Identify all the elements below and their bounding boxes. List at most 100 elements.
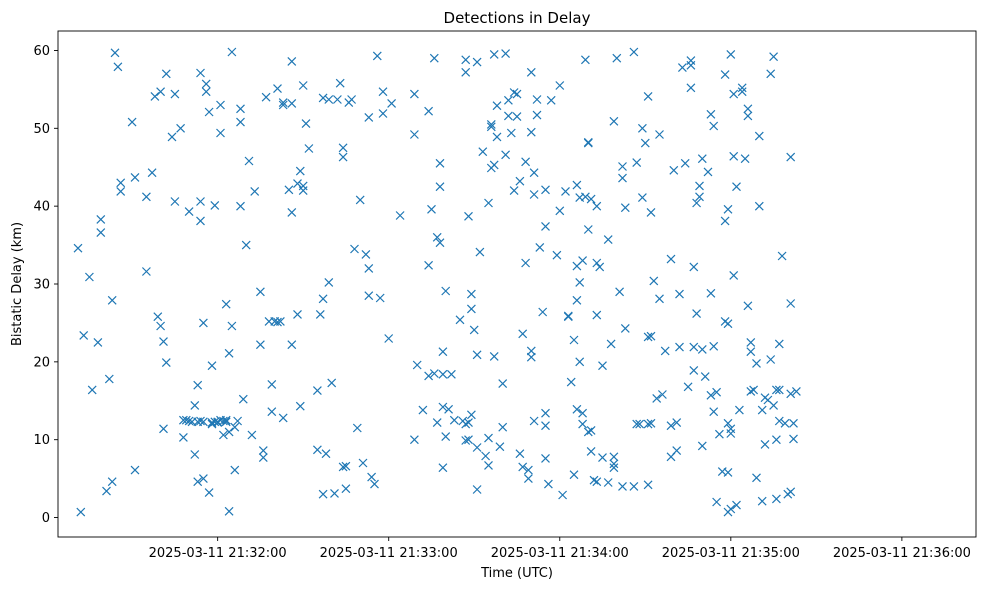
data-point bbox=[743, 104, 753, 114]
data-point bbox=[712, 387, 722, 397]
data-point bbox=[603, 235, 613, 245]
data-point bbox=[729, 89, 739, 99]
data-point bbox=[523, 474, 533, 484]
data-point bbox=[193, 380, 203, 390]
data-point bbox=[198, 417, 208, 427]
data-point bbox=[184, 207, 194, 217]
data-point bbox=[429, 369, 439, 378]
data-point bbox=[680, 158, 690, 168]
data-point bbox=[247, 430, 257, 440]
data-point bbox=[498, 379, 508, 389]
data-point bbox=[261, 92, 271, 102]
data-point bbox=[712, 497, 722, 507]
data-point bbox=[367, 472, 377, 482]
data-point bbox=[93, 337, 103, 347]
data-point bbox=[791, 386, 801, 396]
data-point bbox=[697, 154, 707, 164]
data-point bbox=[224, 348, 234, 358]
data-point bbox=[592, 477, 602, 487]
data-point bbox=[552, 250, 562, 260]
data-point bbox=[655, 294, 664, 304]
data-point bbox=[598, 453, 607, 463]
data-point bbox=[198, 474, 208, 484]
data-point bbox=[418, 405, 428, 415]
data-point bbox=[498, 422, 508, 432]
data-point bbox=[555, 81, 565, 90]
data-point bbox=[107, 477, 117, 487]
data-point bbox=[201, 87, 211, 97]
data-point bbox=[749, 385, 759, 395]
data-point bbox=[486, 122, 496, 132]
data-point bbox=[575, 277, 585, 287]
data-point bbox=[677, 63, 687, 73]
data-point bbox=[501, 150, 511, 160]
data-point bbox=[224, 506, 234, 516]
data-point bbox=[609, 459, 619, 469]
data-point bbox=[216, 100, 225, 110]
data-point bbox=[438, 369, 448, 379]
data-point bbox=[689, 365, 699, 375]
data-point bbox=[161, 358, 171, 368]
data-point bbox=[766, 69, 776, 79]
data-point bbox=[230, 422, 240, 432]
data-point bbox=[267, 379, 277, 389]
x-tick-label: 2025-03-11 21:36:00 bbox=[833, 546, 971, 561]
data-point bbox=[618, 162, 627, 171]
data-point bbox=[461, 55, 471, 65]
data-point bbox=[287, 56, 297, 66]
data-point bbox=[176, 123, 186, 133]
data-point bbox=[526, 127, 536, 137]
data-point bbox=[752, 473, 761, 483]
data-point bbox=[384, 334, 394, 343]
data-point bbox=[96, 214, 106, 224]
data-point bbox=[586, 194, 596, 204]
data-point bbox=[555, 206, 565, 216]
data-point bbox=[786, 389, 796, 399]
data-point bbox=[603, 478, 613, 487]
data-point bbox=[441, 432, 451, 442]
data-point bbox=[618, 481, 627, 491]
data-point bbox=[287, 340, 297, 350]
data-point bbox=[489, 160, 499, 170]
data-point bbox=[304, 144, 314, 153]
data-point bbox=[746, 337, 756, 347]
data-point bbox=[184, 416, 194, 426]
data-point bbox=[580, 192, 590, 202]
data-point bbox=[446, 369, 456, 379]
data-point bbox=[338, 152, 348, 162]
data-point bbox=[218, 430, 228, 440]
data-point bbox=[646, 418, 656, 428]
data-point bbox=[156, 321, 166, 331]
data-point bbox=[338, 462, 348, 472]
data-point bbox=[689, 262, 699, 272]
data-point bbox=[224, 427, 234, 437]
data-point bbox=[469, 325, 479, 335]
data-point bbox=[746, 347, 756, 357]
data-point bbox=[492, 132, 502, 142]
data-point bbox=[734, 405, 744, 415]
data-point bbox=[227, 321, 237, 331]
data-point bbox=[273, 84, 282, 94]
data-point bbox=[649, 276, 659, 286]
data-point bbox=[706, 109, 716, 119]
data-point bbox=[675, 289, 684, 299]
data-point bbox=[258, 453, 268, 463]
data-point bbox=[278, 98, 288, 108]
data-point bbox=[409, 89, 419, 99]
data-point bbox=[338, 143, 348, 153]
data-point bbox=[529, 416, 539, 426]
data-point bbox=[409, 435, 419, 445]
data-point bbox=[740, 154, 750, 164]
data-point bbox=[332, 95, 342, 104]
data-point bbox=[116, 178, 126, 188]
data-point bbox=[503, 95, 513, 105]
data-point bbox=[372, 51, 382, 61]
data-point bbox=[572, 295, 582, 305]
data-point bbox=[110, 48, 120, 58]
data-point bbox=[789, 434, 798, 444]
x-tick-label: 2025-03-11 21:32:00 bbox=[149, 546, 287, 561]
data-point bbox=[167, 132, 177, 142]
data-point bbox=[700, 372, 710, 382]
y-axis-label: Bistatic Delay (km) bbox=[10, 222, 25, 346]
